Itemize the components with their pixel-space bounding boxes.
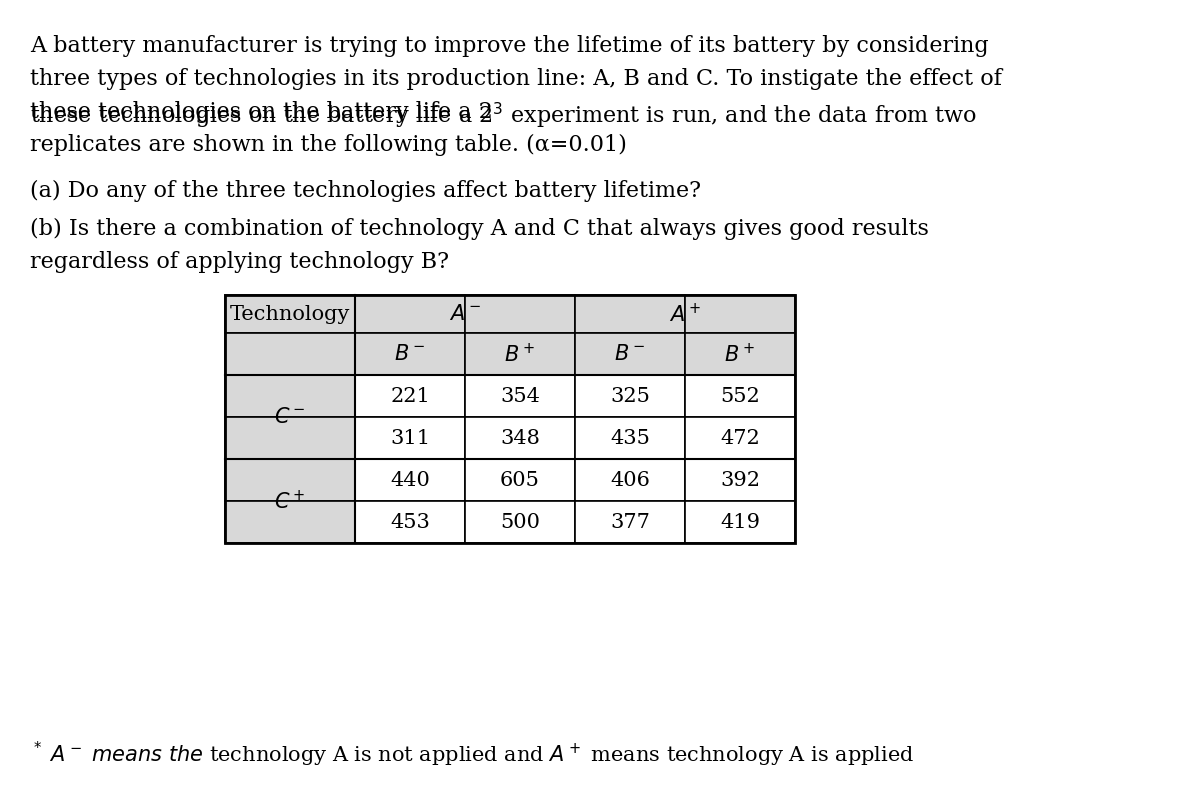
Text: 605: 605 bbox=[500, 470, 540, 489]
Text: 453: 453 bbox=[390, 513, 430, 532]
Text: $B^+$: $B^+$ bbox=[504, 342, 535, 365]
Text: these technologies on the battery life a 2$^3$ experiment is run, and the data f: these technologies on the battery life a… bbox=[30, 101, 977, 131]
Text: regardless of applying technology B?: regardless of applying technology B? bbox=[30, 251, 449, 273]
Text: these technologies on the battery life a 2: these technologies on the battery life a… bbox=[30, 101, 493, 123]
Bar bbox=[355, 459, 466, 501]
Text: 354: 354 bbox=[500, 387, 540, 406]
Text: $A^+$: $A^+$ bbox=[668, 302, 701, 326]
Bar bbox=[355, 375, 466, 417]
Text: $A^-$: $A^-$ bbox=[449, 304, 481, 324]
Bar bbox=[226, 295, 355, 333]
Bar bbox=[575, 333, 685, 375]
Text: A battery manufacturer is trying to improve the lifetime of its battery by consi: A battery manufacturer is trying to impr… bbox=[30, 35, 989, 57]
Bar bbox=[685, 459, 796, 501]
Bar bbox=[226, 333, 355, 375]
Bar bbox=[226, 375, 355, 417]
Text: 348: 348 bbox=[500, 428, 540, 447]
Text: Technology: Technology bbox=[230, 305, 350, 323]
Text: 221: 221 bbox=[390, 387, 430, 406]
Text: 392: 392 bbox=[720, 470, 760, 489]
Text: $C^+$: $C^+$ bbox=[275, 489, 306, 513]
Text: three types of technologies in its production line: A, B and C. To instigate the: three types of technologies in its produ… bbox=[30, 68, 1002, 90]
Text: 377: 377 bbox=[610, 513, 650, 532]
Text: 325: 325 bbox=[610, 387, 650, 406]
Text: $B^-$: $B^-$ bbox=[614, 344, 646, 364]
Bar bbox=[575, 501, 685, 543]
Bar bbox=[226, 501, 355, 543]
Bar bbox=[466, 417, 575, 459]
Text: 500: 500 bbox=[500, 513, 540, 532]
Text: 406: 406 bbox=[610, 470, 650, 489]
Text: 311: 311 bbox=[390, 428, 430, 447]
Text: $B^+$: $B^+$ bbox=[725, 342, 756, 365]
Bar bbox=[466, 333, 575, 375]
Text: (a) Do any of the three technologies affect battery lifetime?: (a) Do any of the three technologies aff… bbox=[30, 180, 701, 202]
Bar bbox=[685, 501, 796, 543]
Text: 440: 440 bbox=[390, 470, 430, 489]
Text: 552: 552 bbox=[720, 387, 760, 406]
Bar bbox=[575, 375, 685, 417]
Bar bbox=[685, 375, 796, 417]
Bar bbox=[466, 295, 575, 333]
Text: 435: 435 bbox=[610, 428, 650, 447]
Bar bbox=[466, 501, 575, 543]
Bar bbox=[226, 417, 355, 459]
Text: 419: 419 bbox=[720, 513, 760, 532]
Bar bbox=[575, 295, 685, 333]
Bar bbox=[685, 295, 796, 333]
Bar bbox=[355, 501, 466, 543]
Bar bbox=[685, 333, 796, 375]
Bar bbox=[355, 417, 466, 459]
Bar bbox=[466, 375, 575, 417]
Bar bbox=[466, 459, 575, 501]
Bar bbox=[226, 459, 355, 501]
Bar bbox=[355, 333, 466, 375]
Text: (b) Is there a combination of technology A and C that always gives good results: (b) Is there a combination of technology… bbox=[30, 218, 929, 240]
Bar bbox=[685, 417, 796, 459]
Text: $B^-$: $B^-$ bbox=[395, 344, 426, 364]
Bar bbox=[575, 417, 685, 459]
Text: replicates are shown in the following table. (α=0.01): replicates are shown in the following ta… bbox=[30, 134, 626, 156]
Bar bbox=[226, 295, 796, 543]
Bar bbox=[575, 459, 685, 501]
Text: $C^-$: $C^-$ bbox=[274, 407, 306, 427]
Text: 472: 472 bbox=[720, 428, 760, 447]
Bar bbox=[355, 295, 466, 333]
Text: $^*$ $\mathit{A^-}$ $\mathit{means\ the}$ technology A is not applied and $\math: $^*$ $\mathit{A^-}$ $\mathit{means\ the}… bbox=[30, 740, 914, 769]
